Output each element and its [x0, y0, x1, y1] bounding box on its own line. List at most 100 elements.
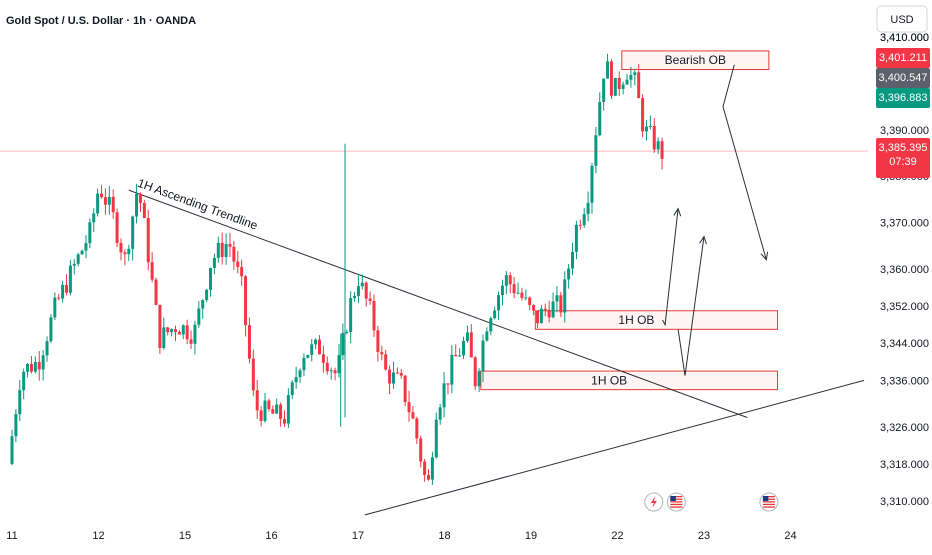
- candle: [582, 208, 586, 229]
- x-tick-label: 23: [698, 530, 710, 542]
- currency-label: USD: [890, 14, 913, 26]
- candle: [185, 319, 189, 345]
- y-tick-label: 3,410.000: [880, 32, 929, 44]
- badge-bearish-ob-top-text: 3,401.211: [879, 52, 927, 64]
- candle: [360, 274, 364, 290]
- candle: [497, 291, 501, 320]
- candle: [177, 330, 181, 335]
- candle: [302, 353, 306, 377]
- candle: [64, 274, 68, 296]
- order-block-zone[interactable]: [534, 310, 779, 330]
- order-block-zone[interactable]: [480, 370, 779, 391]
- trendline[interactable]: [364, 379, 865, 516]
- candle: [384, 349, 388, 371]
- candle: [547, 300, 551, 323]
- currency-button[interactable]: USD: [876, 5, 928, 33]
- candle: [236, 251, 240, 274]
- candle: [205, 289, 209, 303]
- candle: [567, 264, 571, 289]
- candle: [399, 369, 403, 379]
- candle: [442, 372, 446, 418]
- y-tick-label: 3,318.000: [880, 459, 929, 471]
- candle: [255, 380, 259, 419]
- candle: [652, 118, 656, 153]
- x-tick-label: 22: [611, 530, 623, 542]
- y-tick-label: 3,326.000: [880, 422, 929, 434]
- candle: [516, 282, 520, 295]
- candle: [609, 59, 613, 100]
- projection-arrow[interactable]: [662, 207, 682, 327]
- candle: [80, 249, 84, 255]
- x-tick-label: 19: [525, 530, 537, 542]
- candle: [53, 292, 57, 321]
- candle: [594, 126, 598, 174]
- candle: [57, 293, 61, 301]
- us-flag-icon[interactable]: [759, 492, 779, 512]
- candle: [14, 408, 18, 443]
- projection-arrow[interactable]: [677, 235, 707, 376]
- candle: [298, 368, 302, 383]
- candle: [166, 326, 170, 336]
- y-tick-label: 3,344.000: [880, 338, 929, 350]
- candle: [590, 163, 594, 214]
- order-block-zone[interactable]: [621, 50, 770, 70]
- candle: [644, 119, 648, 141]
- time-axis[interactable]: 11 12 15 16 17 18 19 22 23 24: [6, 530, 796, 542]
- badge-current-price-text: 3,385.395: [879, 142, 928, 154]
- candle: [49, 314, 53, 344]
- candle: [216, 236, 220, 263]
- y-tick-label: 3,370.000: [880, 218, 929, 230]
- candle: [656, 137, 660, 154]
- candle: [158, 304, 162, 355]
- candle: [477, 368, 481, 393]
- us-flag-icon[interactable]: [666, 492, 686, 512]
- candle: [212, 253, 216, 275]
- candle: [625, 73, 629, 85]
- candle: [504, 271, 508, 295]
- candle: [426, 469, 430, 481]
- candle: [551, 292, 555, 319]
- badge-current-price: 3,385.395 07:39: [876, 138, 930, 178]
- badge-close-text: 3,400.547: [879, 72, 928, 84]
- badge-bullish-text: 3,396.883: [879, 92, 928, 104]
- candle: [450, 345, 454, 394]
- candle: [259, 406, 263, 427]
- candle: [310, 339, 314, 362]
- candle: [314, 338, 318, 350]
- x-tick-label: 12: [92, 530, 104, 542]
- candle: [22, 368, 26, 400]
- x-tick-label: 16: [265, 530, 277, 542]
- candle: [508, 272, 512, 294]
- candle: [68, 260, 72, 296]
- candle: [146, 209, 150, 271]
- badge-bearish-ob-top: 3,401.211: [876, 48, 930, 68]
- price-badges: 3,410.000 3,401.211 3,400.547 3,396.883 3,38…: [876, 32, 930, 178]
- candle: [376, 325, 380, 362]
- candle: [473, 355, 477, 391]
- candle: [388, 365, 392, 395]
- trendlines: 1H Ascending Trendline: [128, 176, 865, 516]
- candle: [76, 252, 80, 267]
- candle: [539, 305, 543, 324]
- candle: [485, 327, 489, 342]
- candle: [127, 244, 131, 262]
- candle: [41, 350, 45, 381]
- candle: [220, 232, 224, 265]
- candle: [286, 388, 290, 429]
- candle: [329, 367, 333, 380]
- candle: [290, 380, 294, 400]
- x-tick-label: 17: [352, 530, 364, 542]
- projection-arrow[interactable]: [722, 64, 769, 261]
- candle: [535, 310, 539, 329]
- x-tick-label: 15: [179, 530, 191, 542]
- candle: [543, 303, 547, 317]
- y-tick-label: 3,390.000: [880, 125, 929, 137]
- zone-labels: Bearish OB 1H OB 1H OB: [591, 53, 726, 387]
- candle: [419, 435, 423, 468]
- candle: [438, 403, 442, 425]
- lightning-icon[interactable]: [644, 492, 664, 512]
- candle: [232, 240, 236, 270]
- candle: [135, 183, 139, 224]
- trendline[interactable]: [128, 189, 748, 418]
